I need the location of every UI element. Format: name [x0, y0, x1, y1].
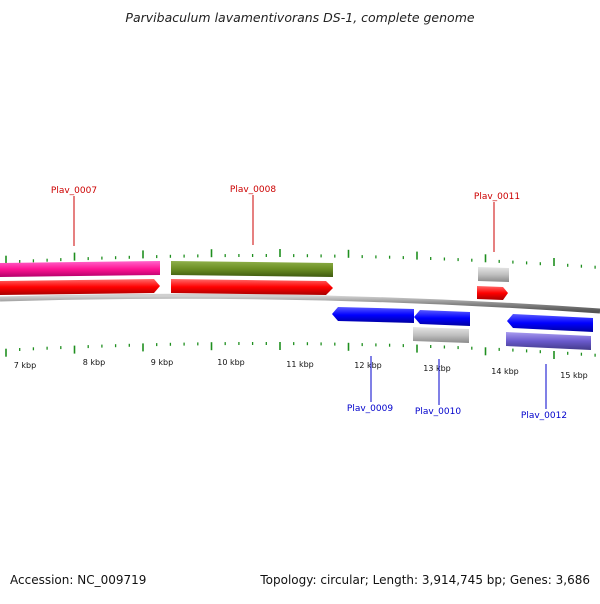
gene-feature-plav-0009-cds[interactable] — [332, 307, 414, 323]
gene-feature-plav-0008-cds[interactable] — [171, 279, 333, 295]
accession-label: Accession: NC_009719 — [10, 573, 147, 587]
ruler-label-14kbp: 14 kbp — [491, 367, 519, 376]
ruler-label-8kbp: 8 kbp — [83, 358, 105, 367]
gene-label-plav-0008[interactable]: Plav_0008 — [230, 185, 276, 195]
gene-labels-reverse: Plav_0009 Plav_0010 Plav_0012 — [347, 356, 567, 421]
genome-title: Parvibaculum lavamentivorans DS-1, compl… — [125, 10, 475, 25]
gene-label-plav-0009[interactable]: Plav_0009 — [347, 404, 393, 414]
ruler-label-15kbp: 15 kbp — [560, 371, 588, 380]
ruler-label-13kbp: 13 kbp — [423, 364, 451, 373]
gene-feature-gray-lower[interactable] — [413, 327, 469, 343]
ruler-ticks-upper — [5, 249, 596, 269]
gene-label-plav-0007[interactable]: Plav_0007 — [51, 186, 97, 196]
gene-feature-plav-0007-cds[interactable] — [0, 279, 160, 295]
ruler-label-7kbp: 7 kbp — [14, 361, 36, 370]
ruler-label-12kbp: 12 kbp — [354, 361, 382, 370]
ruler-label-11kbp: 11 kbp — [286, 360, 314, 369]
gene-feature-plav-0008-olive[interactable] — [171, 261, 333, 277]
ruler-ticks-lower — [5, 342, 596, 359]
ruler-label-9kbp: 9 kbp — [151, 358, 173, 367]
gene-feature-plav-0011-cds[interactable] — [477, 286, 508, 300]
gene-feature-plav-0010-cds[interactable] — [414, 310, 470, 326]
gene-label-plav-0012[interactable]: Plav_0012 — [521, 411, 567, 421]
genome-summary: Topology: circular; Length: 3,914,745 bp… — [260, 573, 590, 587]
ruler-label-10kbp: 10 kbp — [217, 358, 245, 367]
gene-label-plav-0011[interactable]: Plav_0011 — [474, 192, 520, 202]
gene-labels-forward: Plav_0007 Plav_0008 Plav_0011 — [51, 185, 520, 252]
gene-label-plav-0010[interactable]: Plav_0010 — [415, 407, 461, 417]
gene-feature-magenta[interactable] — [0, 261, 160, 277]
gene-feature-plav-0012-slate[interactable] — [506, 332, 591, 350]
gene-feature-gray-upper[interactable] — [478, 267, 509, 282]
genome-backbone — [0, 293, 600, 314]
gene-feature-plav-0012-cds[interactable] — [507, 314, 593, 332]
ruler-labels: 7 kbp 8 kbp 9 kbp 10 kbp 11 kbp 12 kbp 1… — [14, 358, 588, 380]
